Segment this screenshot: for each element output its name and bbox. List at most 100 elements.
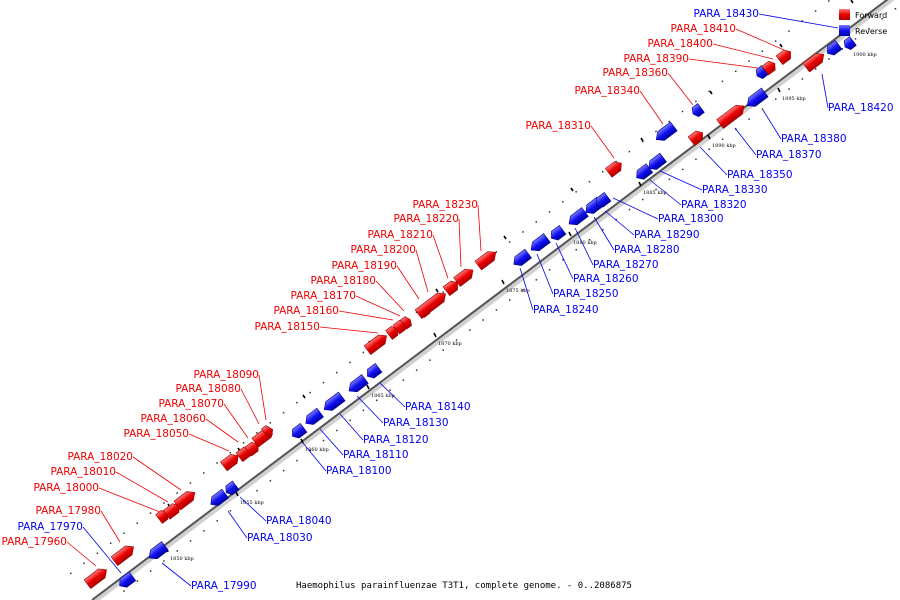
gene-PARA_18020[interactable] xyxy=(173,488,198,511)
gene-label[interactable]: PARA_17990 xyxy=(191,580,257,592)
gene-label[interactable]: PARA_18000 xyxy=(33,482,99,494)
gene-label[interactable]: PARA_18390 xyxy=(623,53,689,65)
gene-PARA_18130[interactable] xyxy=(346,374,369,396)
gene-label[interactable]: PARA_18210 xyxy=(367,229,433,241)
gene-label[interactable]: PARA_18170 xyxy=(290,290,356,302)
gene-PARA_18110[interactable] xyxy=(303,407,324,428)
gene-label[interactable]: PARA_18340 xyxy=(574,85,640,97)
gene-label[interactable]: PARA_18230 xyxy=(412,199,478,211)
gene-label[interactable]: PARA_18240 xyxy=(533,304,599,316)
gene-label[interactable]: PARA_18070 xyxy=(158,398,224,410)
gene-label[interactable]: PARA_17960 xyxy=(1,536,67,548)
scale-dot xyxy=(362,351,365,354)
scale-dot xyxy=(681,110,684,113)
gene-PARA_18040[interactable] xyxy=(223,480,240,497)
gene-label[interactable]: PARA_18220 xyxy=(393,213,459,225)
gene-label[interactable]: PARA_18040 xyxy=(266,515,332,527)
gene-PARA_18120[interactable] xyxy=(321,391,346,414)
gene-label[interactable]: PARA_18360 xyxy=(602,67,668,79)
gene-label[interactable]: PARA_18120 xyxy=(363,434,429,446)
gene-PARA_17970[interactable] xyxy=(116,571,137,590)
gene-label[interactable]: PARA_18180 xyxy=(310,275,376,287)
gene-PARA_18340[interactable] xyxy=(687,128,706,147)
gene-PARA_18100[interactable] xyxy=(289,422,308,440)
gene-PARA_18310[interactable] xyxy=(604,159,624,178)
gene-label[interactable]: PARA_18090 xyxy=(193,369,259,381)
gene-PARA_17980[interactable] xyxy=(110,542,137,567)
gene-label[interactable]: PARA_17970 xyxy=(17,521,83,533)
gene-PARA_18260[interactable] xyxy=(548,224,567,242)
label-leader xyxy=(379,382,406,408)
gene-label[interactable]: PARA_18050 xyxy=(123,428,189,440)
gene-PARA_18390[interactable] xyxy=(761,59,778,76)
gene-label[interactable]: PARA_18140 xyxy=(405,401,471,413)
gene-label[interactable]: PARA_17980 xyxy=(35,505,101,517)
gene-label[interactable]: PARA_18130 xyxy=(383,417,449,429)
gene-PARA_18140[interactable] xyxy=(364,362,383,380)
gene-label[interactable]: PARA_18310 xyxy=(525,120,591,132)
gene-PARA_18050[interactable] xyxy=(220,451,242,472)
gene-PARA_18270[interactable] xyxy=(566,207,589,229)
gene-label[interactable]: PARA_18420 xyxy=(828,102,894,114)
scale-dot xyxy=(881,18,883,20)
gene-label[interactable]: PARA_18020 xyxy=(67,451,133,463)
gene-PARA_17960[interactable] xyxy=(83,565,110,590)
gene-label[interactable]: PARA_18010 xyxy=(50,466,116,478)
gene-PARA_18370[interactable] xyxy=(744,87,769,110)
gene-PARA_18210[interactable] xyxy=(442,278,461,297)
tick-mark xyxy=(638,181,642,187)
gene-PARA_18350[interactable] xyxy=(690,103,705,119)
gene-PARA_18070[interactable] xyxy=(244,440,261,457)
gene-PARA_18010[interactable] xyxy=(162,501,182,520)
gene-label[interactable]: PARA_18030 xyxy=(247,532,313,544)
gene-PARA_18030[interactable] xyxy=(208,488,229,509)
gene-label[interactable]: PARA_18270 xyxy=(593,259,659,271)
gene-PARA_18420[interactable] xyxy=(824,39,843,57)
gene-PARA_18230[interactable] xyxy=(474,248,499,271)
gene-PARA_18320[interactable] xyxy=(646,152,667,173)
gene-PARA_18180[interactable] xyxy=(400,315,413,330)
gene-label[interactable]: PARA_18190 xyxy=(331,260,397,272)
gene-PARA_18250[interactable] xyxy=(528,233,551,255)
scale-dot xyxy=(841,48,843,50)
gene-label[interactable]: PARA_18260 xyxy=(573,273,639,285)
gene-label[interactable]: PARA_18410 xyxy=(670,23,736,35)
scale-dot xyxy=(575,191,577,193)
gene-label[interactable]: PARA_18280 xyxy=(614,244,680,256)
gene-label[interactable]: PARA_18400 xyxy=(647,38,713,50)
gene-label[interactable]: PARA_18320 xyxy=(681,199,747,211)
gene-PARA_18400[interactable] xyxy=(775,47,794,66)
gene-PARA_18330[interactable] xyxy=(653,121,678,144)
gene-label[interactable]: PARA_18430 xyxy=(693,8,759,20)
gene-label[interactable]: PARA_18110 xyxy=(343,449,409,461)
gene-PARA_18160[interactable] xyxy=(385,325,401,340)
gene-PARA_18430[interactable] xyxy=(842,36,857,52)
gene-label[interactable]: PARA_18380 xyxy=(781,133,847,145)
gene-label[interactable]: PARA_18300 xyxy=(658,213,724,225)
gene-PARA_18240[interactable] xyxy=(511,248,532,269)
gene-label[interactable]: PARA_18350 xyxy=(727,169,793,181)
scale-dot xyxy=(376,399,378,402)
gene-label[interactable]: PARA_18250 xyxy=(553,288,619,300)
gene-label[interactable]: PARA_18290 xyxy=(634,229,700,241)
gene-PARA_18220[interactable] xyxy=(453,266,477,287)
gene-label[interactable]: PARA_18060 xyxy=(140,413,206,425)
gene-PARA_18150[interactable] xyxy=(363,331,390,356)
gene-label[interactable]: PARA_18100 xyxy=(326,465,392,477)
scale-dot xyxy=(322,439,325,442)
gene-label[interactable]: PARA_18160 xyxy=(273,305,339,317)
gene-label[interactable]: PARA_18370 xyxy=(756,149,822,161)
gene-PARA_18090[interactable] xyxy=(261,424,274,439)
gene-label[interactable]: PARA_18200 xyxy=(350,244,416,256)
label-leader xyxy=(536,253,554,295)
gene-PARA_17990[interactable] xyxy=(146,541,169,563)
gene-PARA_18360[interactable] xyxy=(716,102,748,129)
gene-label[interactable]: PARA_18330 xyxy=(702,184,768,196)
gene-label[interactable]: PARA_18150 xyxy=(254,321,320,333)
gene-label[interactable]: PARA_18080 xyxy=(175,383,241,395)
gene-PARA_18410[interactable] xyxy=(802,50,827,73)
label-leader xyxy=(659,170,703,191)
gene-PARA_18200[interactable] xyxy=(414,289,449,320)
scale-dot xyxy=(123,590,125,592)
gene-PARA_18290[interactable] xyxy=(593,191,612,209)
